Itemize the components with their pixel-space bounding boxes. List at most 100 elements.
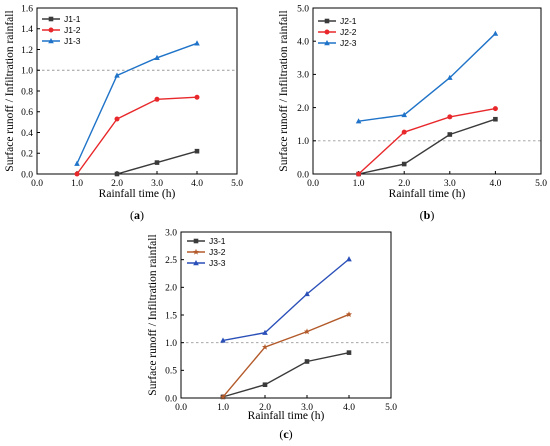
x-tick-label: 5.0 bbox=[535, 179, 547, 189]
data-point bbox=[493, 116, 498, 122]
data-point bbox=[154, 54, 160, 60]
legend-marker bbox=[324, 18, 330, 24]
x-tick-label: 3.0 bbox=[444, 179, 456, 189]
data-point bbox=[492, 30, 499, 36]
legend-label: J1-3 bbox=[64, 36, 81, 46]
data-point bbox=[114, 116, 120, 122]
panel-3: 0.0 1.0 2.0 3.0 4.0 5.00.00.51.01.52.02.53.0R… bbox=[147, 228, 397, 441]
data-point bbox=[74, 171, 80, 177]
x-tick-label: 1.0 bbox=[217, 403, 229, 413]
x-tick-label: 0.0 bbox=[31, 179, 43, 189]
legend-entry: J2-3 bbox=[318, 38, 357, 48]
legend-entry: J1-1 bbox=[42, 14, 81, 24]
series-J2-1 bbox=[356, 116, 498, 177]
panel-2: 0.0 1.0 2.0 3.0 4.0 5.0 0.0 1.0 2.0 3.0 4.0 5.0 Rain… bbox=[278, 4, 547, 222]
y-tick-label: 1.5 bbox=[165, 311, 177, 321]
x-axis-title: Rainfall time (h) bbox=[99, 188, 176, 200]
x-tick-label: 4.0 bbox=[343, 403, 355, 413]
legend-label: J1-1 bbox=[64, 14, 81, 24]
legend-marker bbox=[324, 29, 330, 35]
legend-marker bbox=[48, 27, 54, 33]
x-tick-label: 5.0 bbox=[231, 179, 243, 189]
data-point bbox=[304, 359, 310, 364]
legend-entry: J3-2 bbox=[187, 247, 226, 257]
x-tick-label: 0.0 bbox=[175, 403, 187, 413]
x-tick-label: 4.0 bbox=[191, 179, 203, 189]
x-axis-title: Rainfall time (h) bbox=[248, 410, 325, 422]
y-tick-label: 0.8 bbox=[21, 87, 33, 97]
y-tick-label: 1.6 bbox=[21, 4, 33, 14]
data-point bbox=[262, 329, 268, 335]
x-tick-label: 0.0 bbox=[307, 179, 319, 189]
data-point bbox=[356, 171, 362, 177]
series-line bbox=[358, 118, 496, 175]
data-point bbox=[194, 40, 200, 46]
legend-marker bbox=[193, 260, 199, 266]
data-point bbox=[303, 328, 311, 335]
series-J3-2 bbox=[219, 311, 353, 400]
data-point bbox=[304, 290, 310, 297]
y-axis-title: Surface runoff / Infiltration rainfall bbox=[4, 10, 16, 171]
legend-label: J3-1 bbox=[209, 236, 226, 246]
data-point bbox=[194, 148, 200, 154]
legend-entry: J1-2 bbox=[42, 25, 81, 35]
y-tick-label: 3.0 bbox=[165, 228, 177, 238]
panel-label: (c) bbox=[279, 427, 292, 441]
series-J1-3 bbox=[74, 40, 200, 166]
legend-marker bbox=[192, 248, 200, 255]
y-tick-label: 0.6 bbox=[21, 108, 33, 118]
data-point bbox=[447, 74, 453, 80]
legend-label: J3-3 bbox=[209, 258, 226, 268]
x-tick-label: 5.0 bbox=[385, 403, 397, 413]
series-J2-2 bbox=[356, 106, 498, 177]
series-line bbox=[76, 96, 198, 175]
y-tick-label: 1.0 bbox=[165, 339, 177, 349]
data-point bbox=[154, 96, 160, 102]
x-tick-label: 4.0 bbox=[489, 179, 501, 189]
x-tick-label: 3.0 bbox=[151, 179, 163, 189]
y-tick-label: 0.0 bbox=[21, 170, 33, 180]
data-point bbox=[114, 171, 120, 177]
x-tick-label: 1.0 bbox=[71, 179, 83, 189]
y-axis-title: Surface runoff / Infiltration rainfall bbox=[147, 234, 159, 395]
y-tick-label: 0.0 bbox=[297, 170, 309, 180]
data-point bbox=[74, 160, 80, 166]
series-J3-3 bbox=[220, 256, 352, 343]
legend-entry: J2-2 bbox=[318, 27, 357, 37]
data-point bbox=[447, 114, 453, 120]
series-line bbox=[222, 313, 350, 398]
legend-marker bbox=[193, 238, 199, 244]
data-point bbox=[345, 311, 353, 318]
data-point bbox=[262, 382, 268, 388]
y-tick-label: 2.0 bbox=[297, 104, 309, 114]
data-point bbox=[219, 393, 227, 400]
panel-label: (a) bbox=[130, 208, 144, 222]
series-J3-1 bbox=[220, 350, 352, 400]
legend-entry: J3-3 bbox=[187, 258, 226, 268]
data-point bbox=[346, 256, 352, 262]
y-tick-label: 2.0 bbox=[165, 284, 177, 294]
y-tick-label: 1.0 bbox=[21, 67, 33, 77]
data-point bbox=[447, 132, 453, 137]
legend-entry: J1-3 bbox=[42, 36, 81, 46]
series-J2-3 bbox=[355, 30, 499, 124]
y-tick-label: 4.0 bbox=[297, 38, 309, 48]
legend-label: J1-2 bbox=[64, 25, 81, 35]
data-point bbox=[114, 72, 120, 78]
legend-entry: J3-1 bbox=[187, 236, 226, 246]
legend-entry: J2-1 bbox=[318, 16, 357, 26]
data-point bbox=[492, 106, 498, 112]
y-tick-label: 0.5 bbox=[165, 367, 177, 377]
series-line bbox=[222, 258, 350, 342]
plot-frame bbox=[312, 7, 542, 175]
x-tick-label: 2.0 bbox=[398, 179, 410, 189]
series-line bbox=[222, 351, 350, 398]
x-axis-title: Rainfall time (h) bbox=[389, 188, 466, 200]
legend-marker bbox=[48, 38, 54, 44]
legend-label: J2-1 bbox=[340, 16, 357, 26]
data-point bbox=[401, 129, 407, 135]
y-tick-label: 5.0 bbox=[297, 4, 309, 14]
y-tick-label: 1.4 bbox=[21, 25, 33, 35]
x-tick-label: 3.0 bbox=[301, 403, 313, 413]
data-point bbox=[401, 111, 407, 118]
